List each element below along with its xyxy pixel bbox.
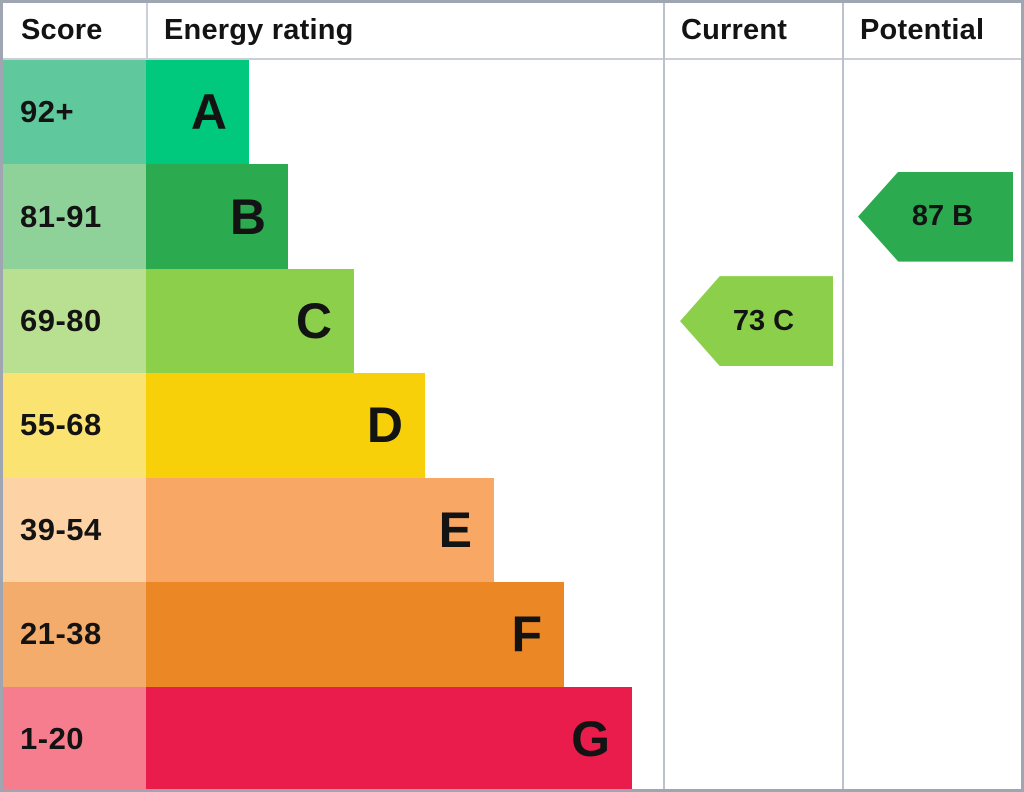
column-divider-current <box>663 3 665 789</box>
score-cell: 69-80 <box>3 268 146 374</box>
header-divider-score <box>146 3 148 58</box>
band-letter: D <box>366 397 403 454</box>
band-letter: A <box>190 84 227 141</box>
score-cell: 81-91 <box>3 164 146 269</box>
rating-row: 1-20 G <box>3 686 1021 789</box>
band-letter: F <box>511 606 542 663</box>
band-letter: G <box>571 710 610 767</box>
header-potential: Potential <box>860 14 985 46</box>
header-score: Score <box>21 14 103 46</box>
score-cell: 21-38 <box>3 582 146 687</box>
band-letter: B <box>229 188 266 245</box>
rating-row: 39-54 E <box>3 477 1021 583</box>
rating-row: 69-80 C <box>3 268 1021 374</box>
rating-bar: B <box>146 164 288 269</box>
header-current: Current <box>681 14 788 46</box>
rating-row: 55-68 D <box>3 373 1021 478</box>
score-cell: 1-20 <box>3 686 146 789</box>
header-energy-rating: Energy rating <box>164 14 354 46</box>
current-arrow-label: 73 C <box>732 304 795 337</box>
band-letter: C <box>295 293 332 350</box>
rating-bar: A <box>146 60 249 165</box>
potential-arrow-label: 87 B <box>911 200 974 233</box>
score-cell: 92+ <box>3 60 146 165</box>
rating-bar: E <box>146 477 494 583</box>
rating-row: 81-91 B <box>3 164 1021 269</box>
rating-row: 92+ A <box>3 60 1021 165</box>
band-letter: E <box>438 501 472 558</box>
rating-bar: C <box>146 268 354 374</box>
table-header: Score Energy rating Current Potential <box>3 3 1021 60</box>
rating-bar: G <box>146 686 632 789</box>
score-cell: 55-68 <box>3 373 146 478</box>
rating-bar: D <box>146 373 425 478</box>
rating-row: 21-38 F <box>3 582 1021 687</box>
score-cell: 39-54 <box>3 477 146 583</box>
column-divider-potential <box>842 3 844 789</box>
rating-bar: F <box>146 582 564 687</box>
rating-rows: 92+ A 81-91 B 69-80 C 55-68 D 39-54 E 21… <box>3 60 1021 789</box>
